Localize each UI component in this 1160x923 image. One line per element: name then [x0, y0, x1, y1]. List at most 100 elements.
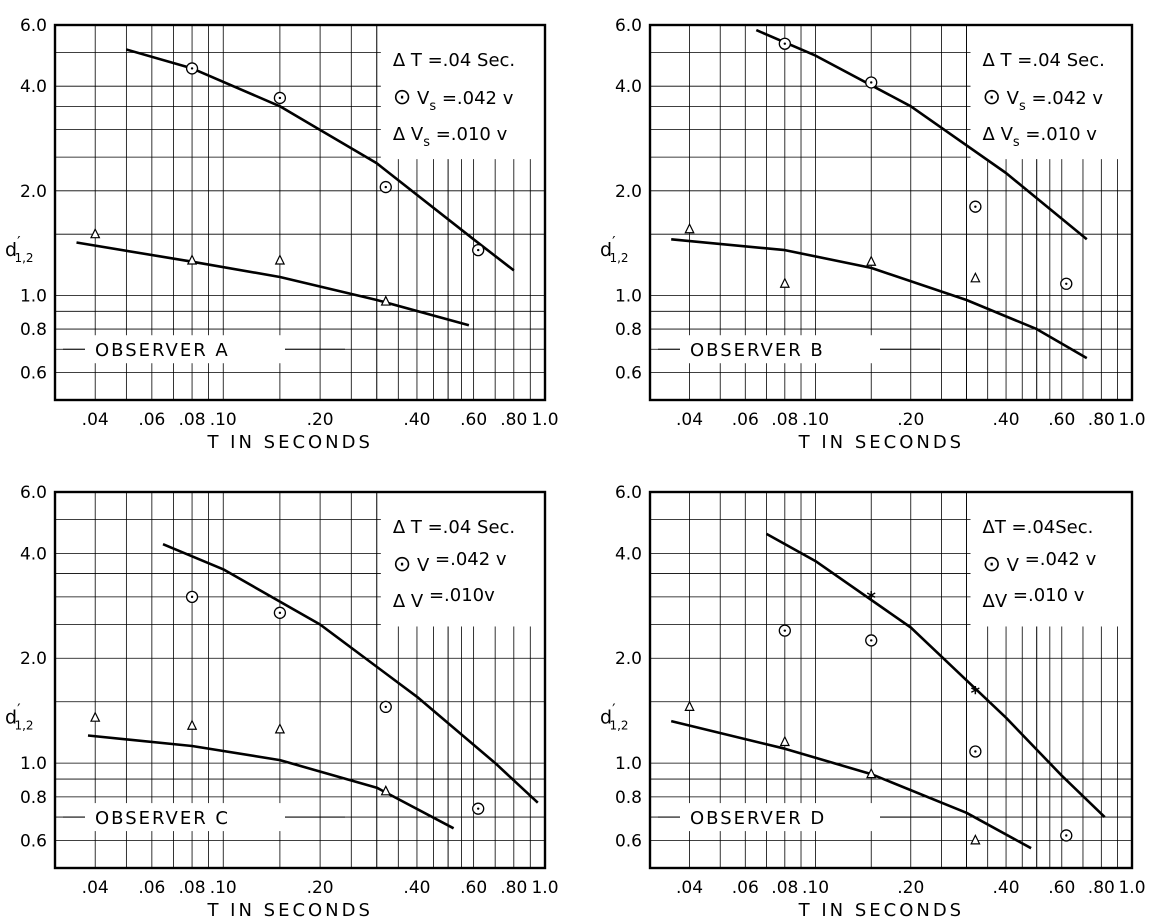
x-tick-label: .20	[307, 878, 334, 898]
y-tick-label: 0.8	[20, 788, 47, 808]
data-point-triangle	[970, 834, 981, 845]
x-tick-label: 1.0	[1118, 878, 1145, 898]
y-axis-label: d′ 1,2	[600, 701, 629, 733]
x-tick-label: 1.0	[531, 410, 558, 430]
x-tick-label: .10	[210, 878, 237, 898]
x-tick-label: .04	[676, 878, 703, 898]
y-tick-label: 0.8	[20, 320, 47, 340]
x-tick-label: .40	[403, 878, 430, 898]
fit-curve-2	[87, 734, 455, 830]
x-axis-title: T IN SECONDS	[798, 432, 965, 453]
y-tick-label: 1.0	[20, 286, 47, 306]
chart-panel-4: * * 0.6 0.8 1.0 2.0 4.0 6.0 .04 .06 .08.10 .20 .40 .6…	[600, 483, 1146, 921]
y-tick-label: 2.0	[20, 649, 47, 669]
observer-label-background	[85, 803, 285, 832]
y-axis-label: d′ 1,2	[5, 233, 34, 265]
data-point-triangle	[866, 255, 877, 266]
x-tick-label: .20	[897, 878, 924, 898]
data-point-circle-dot	[477, 248, 480, 252]
y-tick-label: 1.0	[20, 754, 47, 774]
data-point-circle-dot	[190, 67, 194, 70]
fit-curve-1	[162, 543, 539, 804]
data-point-circle-dot	[870, 81, 873, 84]
y-tick-label: 0.6	[20, 831, 47, 851]
plot-frame	[648, 490, 1134, 870]
data-point-circle-dot	[974, 750, 977, 753]
x-tick-label: .08	[771, 878, 798, 898]
y-tick-label: 6.0	[20, 483, 47, 503]
fit-curve-1	[765, 532, 1106, 819]
x-axis-title: T IN SECONDS	[206, 900, 373, 921]
plot-frame	[648, 23, 1134, 402]
plot-frame	[53, 490, 547, 870]
data-point-asterisk: *	[971, 683, 981, 704]
data-point-triangle	[380, 295, 391, 306]
legend-line-triangle: ΔV =.010 v	[983, 585, 1085, 612]
x-tick-label: .08	[179, 878, 206, 898]
x-axis-title: T IN SECONDS	[206, 432, 373, 453]
fit-curve-1	[755, 28, 1088, 241]
x-tick-label: 1.0	[1118, 410, 1145, 430]
y-tick-label: 4.0	[615, 544, 642, 564]
legend-line-circle: ⊙ Vs =.042 v	[393, 85, 514, 114]
chart-panel-1: 0.6 0.8 1.0 2.0 4.0 6.0 .04 .06 .08.10 .20 .40 .60.…	[5, 16, 559, 453]
fit-curve-2	[671, 238, 1088, 360]
legend-line-circle: ⊙ Vs =.042 v	[983, 85, 1104, 114]
legend-line-delta-t: Δ T =.04 Sec.	[393, 50, 515, 71]
y-tick-label: 0.8	[615, 788, 642, 808]
x-tick-label: .04	[82, 878, 109, 898]
legend-line-triangle: Δ V =.010v	[393, 585, 495, 612]
data-point-circle-dot	[783, 42, 787, 45]
x-tick-label: .60	[1048, 410, 1075, 430]
data-point-triangle	[90, 711, 101, 722]
x-tick-label: .10	[210, 410, 237, 430]
y-tick-label: 0.8	[615, 320, 642, 340]
x-tick-label: .06	[732, 878, 759, 898]
x-tick-label: .40	[993, 410, 1020, 430]
data-point-circle-dot	[278, 611, 282, 615]
data-point-asterisk: *	[867, 588, 877, 609]
x-tick-label: .80	[1088, 878, 1115, 898]
data-point-triangle	[380, 784, 391, 796]
x-tick-label: .04	[676, 410, 703, 430]
observer-label: OBSERVER C	[95, 808, 230, 829]
x-tick-label: .60	[460, 878, 487, 898]
x-tick-label: .80	[500, 878, 527, 898]
legend-line-triangle: Δ Vs =.010 v	[393, 124, 508, 150]
x-tick-label: .80	[1088, 410, 1115, 430]
y-tick-label: 0.6	[20, 363, 47, 383]
y-tick-label: 6.0	[615, 16, 642, 36]
observer-label: OBSERVER A	[95, 340, 230, 361]
y-tick-label: 2.0	[20, 182, 47, 202]
x-tick-label: .20	[307, 410, 334, 430]
data-point-circle-dot	[477, 807, 480, 810]
y-tick-label: 0.6	[615, 363, 642, 383]
data-point-circle-dot	[783, 629, 787, 632]
y-tick-label: 6.0	[20, 16, 47, 36]
legend-background	[380, 493, 544, 627]
x-tick-label: .20	[897, 410, 924, 430]
legend-line-delta-t: Δ T =.04 Sec.	[983, 50, 1105, 71]
x-tick-label: .10	[802, 410, 829, 430]
data-point-triangle	[684, 700, 695, 711]
y-tick-label: 4.0	[20, 544, 47, 564]
data-point-triangle	[866, 767, 877, 779]
x-axis-title: T IN SECONDS	[798, 900, 965, 921]
data-point-circle-dot	[384, 185, 387, 189]
y-tick-label: 6.0	[615, 483, 642, 503]
legend-background	[970, 493, 1131, 627]
data-point-triangle	[186, 719, 198, 730]
legend-line-triangle: Δ Vs =.010 v	[983, 124, 1098, 150]
legend-line-delta-t: Δ T =.04 Sec.	[393, 517, 515, 538]
data-point-triangle	[684, 222, 695, 234]
x-tick-label: .06	[138, 878, 165, 898]
chart-panel-3: 0.6 0.8 1.0 2.0 4.0 6.0 .04 .06 .08.10 .20 .40 .60.…	[5, 483, 559, 921]
x-tick-label: .40	[403, 410, 430, 430]
observer-label: OBSERVER B	[690, 340, 825, 361]
data-point-triangle	[970, 271, 981, 283]
data-point-circle-dot	[190, 595, 194, 599]
y-tick-label: 4.0	[20, 77, 47, 97]
x-tick-label: .60	[1048, 878, 1075, 898]
y-tick-label: 0.6	[615, 831, 642, 851]
